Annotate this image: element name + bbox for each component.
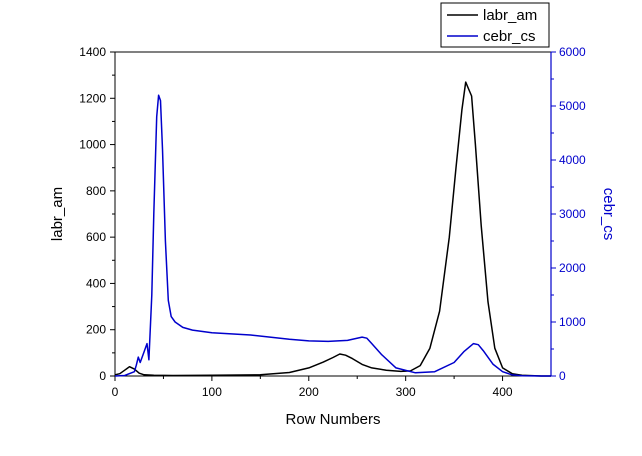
series bbox=[114, 81, 551, 377]
y-left-tick-label: 0 bbox=[99, 369, 106, 383]
y-left-tick-label: 1000 bbox=[79, 138, 106, 152]
y-right-tick-label: 5000 bbox=[559, 99, 586, 113]
y-right-tick-label: 3000 bbox=[559, 207, 586, 221]
y-left-tick-label: 1400 bbox=[79, 45, 106, 59]
x-tick-label: 200 bbox=[299, 385, 319, 399]
y-right-tick-label: 4000 bbox=[559, 153, 586, 167]
y-axis-right-title: cebr_cs bbox=[600, 188, 617, 241]
y-right-tick-label: 2000 bbox=[559, 261, 586, 275]
x-tick-label: 300 bbox=[396, 385, 416, 399]
y-right-tick-label: 6000 bbox=[559, 45, 586, 59]
x-tick-label: 100 bbox=[202, 385, 222, 399]
series-line-labr-am bbox=[114, 81, 551, 377]
axes bbox=[114, 51, 552, 377]
y-right-tick-label: 1000 bbox=[559, 315, 586, 329]
legend: labr_am cebr_cs bbox=[440, 2, 550, 48]
x-axis-title: Row Numbers bbox=[285, 411, 380, 428]
y-left-tick-label: 1200 bbox=[79, 91, 106, 105]
ticks: 0 100 200 300 400020040060080010001200140001… bbox=[79, 45, 586, 399]
legend-label-cebr-cs: cebr_cs bbox=[483, 28, 536, 45]
y-left-tick-label: 400 bbox=[86, 276, 106, 290]
series-line-cebr-cs bbox=[114, 94, 551, 377]
x-tick-label: 0 bbox=[112, 385, 119, 399]
y-left-tick-label: 200 bbox=[86, 323, 106, 337]
x-tick-label: 400 bbox=[493, 385, 513, 399]
legend-label-labr-am: labr_am bbox=[483, 7, 537, 24]
legend-box bbox=[440, 2, 550, 48]
y-axis-left-title: labr_am bbox=[49, 187, 66, 241]
y-right-tick-label: 0 bbox=[559, 369, 566, 383]
y-left-tick-label: 600 bbox=[86, 230, 106, 244]
y-left-tick-label: 800 bbox=[86, 184, 106, 198]
